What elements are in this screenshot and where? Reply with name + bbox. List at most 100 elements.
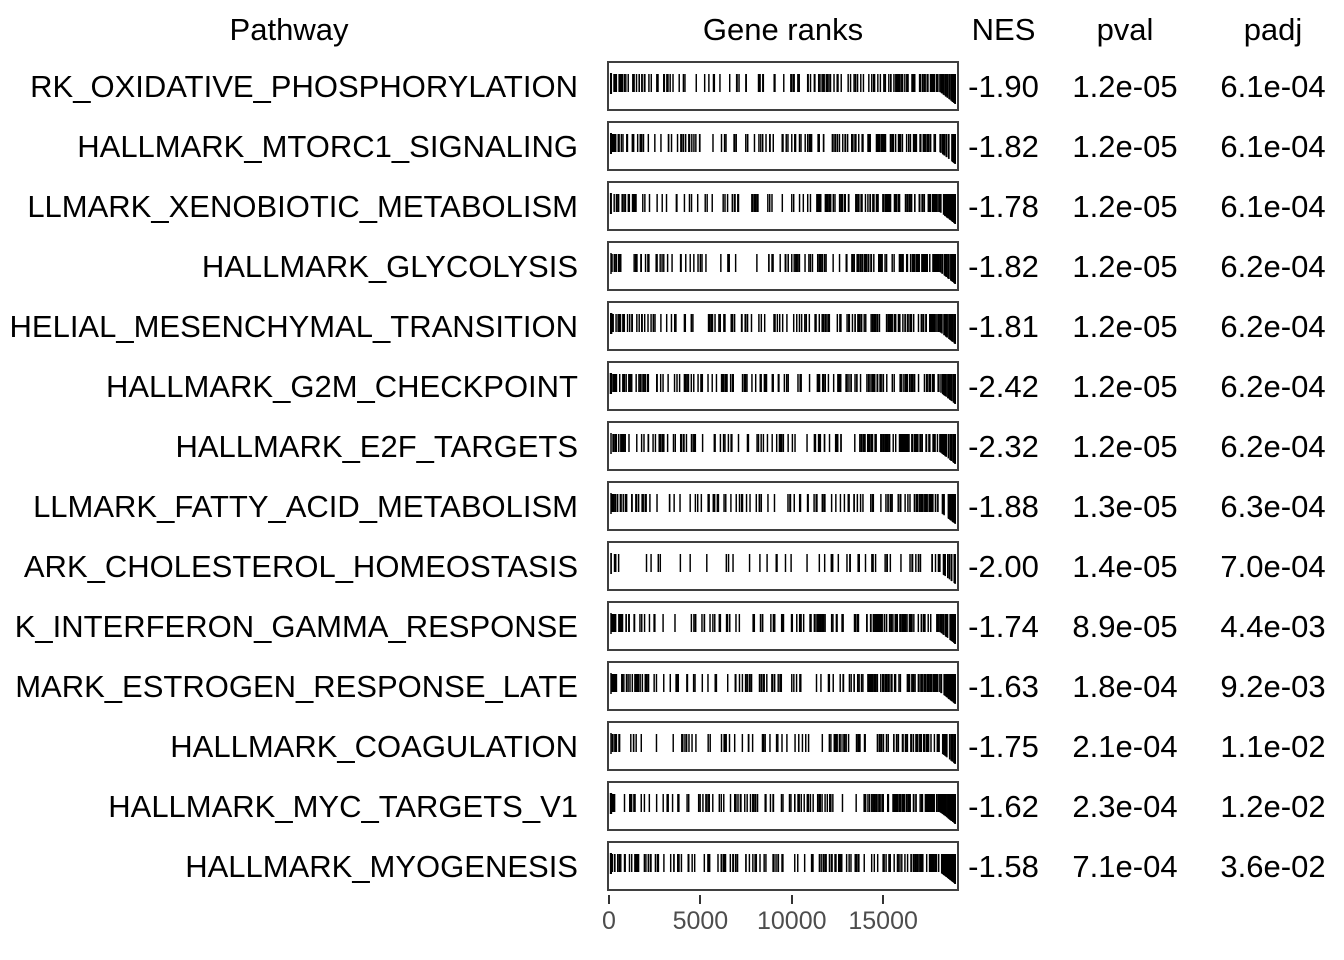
nes-value: -1.88	[968, 489, 1039, 524]
column-gap	[578, 780, 607, 840]
gene-ranks-plot	[607, 301, 959, 351]
pathway-row: HALLMARK_MYOGENESIS -1.58 7.1e-04 3.6e-0…	[0, 840, 1344, 900]
gene-ranks-rug	[610, 613, 956, 644]
padj-value: 6.2e-04	[1220, 309, 1326, 344]
gene-ranks-plot	[607, 241, 959, 291]
pval-value: 1.2e-05	[1072, 309, 1178, 344]
pathway-row: HELIAL_MESENCHYMAL_TRANSITION -1.81 1.2e…	[0, 300, 1344, 360]
column-header-padj: padj	[1243, 12, 1303, 47]
column-gap	[578, 540, 607, 600]
pathway-name: RK_OXIDATIVE_PHOSPHORYLATION	[30, 69, 578, 104]
pathway-row: HALLMARK_GLYCOLYSIS -1.82 1.2e-05 6.2e-0…	[0, 240, 1344, 300]
pathway-row: HALLMARK_MTORC1_SIGNALING -1.82 1.2e-05 …	[0, 120, 1344, 180]
padj-value: 6.1e-04	[1220, 189, 1326, 224]
pathway-row: HALLMARK_MYC_TARGETS_V1 -1.62 2.3e-04 1.…	[0, 780, 1344, 840]
gene-ranks-rug	[609, 133, 956, 164]
nes-value: -2.00	[968, 549, 1039, 584]
pathway-name: HALLMARK_G2M_CHECKPOINT	[105, 369, 578, 404]
gene-ranks-rug	[609, 73, 956, 104]
axis-tick-label: 15000	[848, 907, 918, 935]
axis-tick-label: 0	[602, 907, 616, 935]
axis-tick-mark	[699, 895, 702, 904]
pval-value: 1.2e-05	[1072, 429, 1178, 464]
nes-value: -1.82	[968, 129, 1039, 164]
padj-value: 9.2e-03	[1220, 669, 1326, 704]
padj-value: 4.4e-03	[1220, 609, 1326, 644]
column-gap	[578, 480, 607, 540]
gene-ranks-plot	[607, 841, 959, 891]
pval-value: 2.3e-04	[1072, 789, 1178, 824]
pval-value: 8.9e-05	[1072, 609, 1178, 644]
pathway-name: MARK_ESTROGEN_RESPONSE_LATE	[15, 669, 578, 704]
column-gap	[578, 120, 607, 180]
gene-ranks-plot	[607, 181, 959, 231]
column-gap	[578, 720, 607, 780]
nes-value: -1.58	[968, 849, 1039, 884]
pathway-name: HALLMARK_MYOGENESIS	[185, 849, 578, 884]
pval-value: 7.1e-04	[1072, 849, 1178, 884]
pathway-row: RK_OXIDATIVE_PHOSPHORYLATION -1.90 1.2e-…	[0, 60, 1344, 120]
pathway-name: K_INTERFERON_GAMMA_RESPONSE	[14, 609, 578, 644]
gene-ranks-rug	[610, 433, 956, 464]
column-gap	[578, 660, 607, 720]
nes-value: -1.74	[968, 609, 1039, 644]
gene-ranks-plot	[607, 781, 959, 831]
gene-ranks-rug	[609, 193, 956, 224]
nes-value: -1.78	[968, 189, 1039, 224]
pathway-name: HALLMARK_MTORC1_SIGNALING	[77, 129, 578, 164]
gene-ranks-rug	[610, 673, 956, 704]
axis-tick-label: 5000	[672, 907, 729, 935]
padj-value: 6.1e-04	[1220, 129, 1326, 164]
column-gap	[578, 360, 607, 420]
table-header-row: Pathway Gene ranks NES pval padj	[0, 0, 1344, 60]
padj-value: 7.0e-04	[1220, 549, 1326, 584]
axis-tick-mark	[790, 895, 793, 904]
gene-ranks-plot	[607, 121, 959, 171]
padj-value: 6.2e-04	[1220, 369, 1326, 404]
pathway-row: HALLMARK_COAGULATION -1.75 2.1e-04 1.1e-…	[0, 720, 1344, 780]
nes-value: -1.75	[968, 729, 1039, 764]
pathway-row: HALLMARK_G2M_CHECKPOINT -2.42 1.2e-05 6.…	[0, 360, 1344, 420]
pathway-name: HALLMARK_MYC_TARGETS_V1	[108, 789, 578, 824]
column-header-nes: NES	[971, 12, 1036, 47]
pathway-row: LLMARK_XENOBIOTIC_METABOLISM -1.78 1.2e-…	[0, 180, 1344, 240]
pval-value: 1.4e-05	[1072, 549, 1178, 584]
gene-ranks-rug	[610, 493, 956, 524]
padj-value: 1.2e-02	[1220, 789, 1326, 824]
column-gap	[578, 840, 607, 900]
column-gap	[578, 420, 607, 480]
gene-ranks-plot	[607, 421, 959, 471]
pval-value: 2.1e-04	[1072, 729, 1178, 764]
column-header-gene-ranks: Gene ranks	[702, 12, 864, 47]
nes-value: -1.90	[968, 69, 1039, 104]
gene-ranks-rug	[609, 313, 956, 344]
gene-ranks-rug	[609, 853, 956, 884]
column-gap	[578, 0, 607, 60]
column-header-pathway: Pathway	[229, 12, 349, 47]
pathway-name: ARK_CHOLESTEROL_HOMEOSTASIS	[23, 549, 578, 584]
table-body: RK_OXIDATIVE_PHOSPHORYLATION -1.90 1.2e-…	[0, 60, 1344, 900]
gene-ranks-plot	[607, 481, 959, 531]
pval-value: 1.8e-04	[1072, 669, 1178, 704]
axis-tick-mark	[608, 895, 610, 904]
gene-ranks-plot	[607, 61, 959, 111]
pathway-row: LLMARK_FATTY_ACID_METABOLISM -1.88 1.3e-…	[0, 480, 1344, 540]
x-axis-row: 0 5000 10000 15000	[0, 895, 1344, 960]
pval-value: 1.2e-05	[1072, 249, 1178, 284]
padj-value: 6.2e-04	[1220, 249, 1326, 284]
pathway-row: ARK_CHOLESTEROL_HOMEOSTASIS -2.00 1.4e-0…	[0, 540, 1344, 600]
padj-value: 1.1e-02	[1220, 729, 1326, 764]
column-gap	[578, 60, 607, 120]
pval-value: 1.2e-05	[1072, 129, 1178, 164]
nes-value: -1.82	[968, 249, 1039, 284]
pathway-name: HALLMARK_COAGULATION	[170, 729, 578, 764]
pathway-name: HALLMARK_GLYCOLYSIS	[201, 249, 578, 284]
pathway-row: MARK_ESTROGEN_RESPONSE_LATE -1.63 1.8e-0…	[0, 660, 1344, 720]
pathway-name: LLMARK_FATTY_ACID_METABOLISM	[33, 489, 578, 524]
nes-value: -1.62	[968, 789, 1039, 824]
pathway-row: HALLMARK_E2F_TARGETS -2.32 1.2e-05 6.2e-…	[0, 420, 1344, 480]
padj-value: 6.3e-04	[1220, 489, 1326, 524]
column-gap	[578, 180, 607, 240]
column-gap	[578, 300, 607, 360]
